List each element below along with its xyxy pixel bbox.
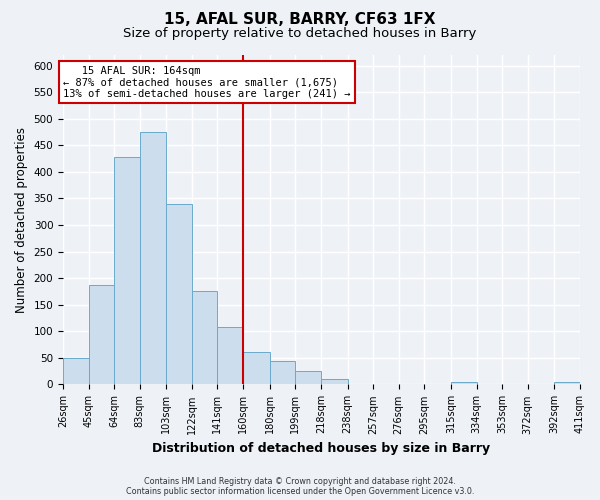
Bar	[451, 382, 476, 384]
Text: 15 AFAL SUR: 164sqm   
← 87% of detached houses are smaller (1,675)
13% of semi-: 15 AFAL SUR: 164sqm ← 87% of detached ho…	[63, 66, 350, 99]
Bar	[217, 327, 243, 384]
Bar	[63, 358, 89, 384]
Bar	[270, 360, 295, 384]
Text: Size of property relative to detached houses in Barry: Size of property relative to detached ho…	[124, 28, 476, 40]
Y-axis label: Number of detached properties: Number of detached properties	[15, 126, 28, 312]
Text: Contains HM Land Registry data © Crown copyright and database right 2024.
Contai: Contains HM Land Registry data © Crown c…	[126, 476, 474, 496]
Bar	[114, 157, 140, 384]
Bar	[243, 352, 270, 384]
Bar	[89, 284, 114, 384]
Bar	[295, 371, 321, 384]
Bar	[166, 204, 192, 384]
X-axis label: Distribution of detached houses by size in Barry: Distribution of detached houses by size …	[152, 442, 491, 455]
Bar	[140, 132, 166, 384]
Bar	[554, 382, 580, 384]
Bar	[192, 292, 217, 384]
Bar	[321, 379, 347, 384]
Text: 15, AFAL SUR, BARRY, CF63 1FX: 15, AFAL SUR, BARRY, CF63 1FX	[164, 12, 436, 28]
